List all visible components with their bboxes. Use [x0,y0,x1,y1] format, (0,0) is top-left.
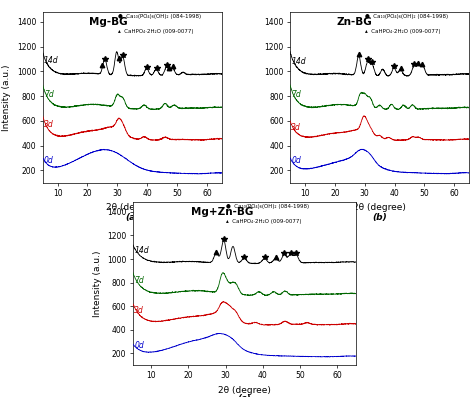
Text: ▴  CaHPO₄·2H₂O (009-0077): ▴ CaHPO₄·2H₂O (009-0077) [365,29,441,34]
Text: ●  Ca₁₀(PO₄)₆(OH)₂ (084-1998): ● Ca₁₀(PO₄)₆(OH)₂ (084-1998) [118,13,201,19]
Text: 7d: 7d [291,90,301,99]
Text: ▴  CaHPO₄·2H₂O (009-0077): ▴ CaHPO₄·2H₂O (009-0077) [226,219,302,224]
X-axis label: 2θ (degree): 2θ (degree) [218,386,271,395]
Text: (b): (b) [372,213,387,222]
Text: Mg+Zn-BG: Mg+Zn-BG [191,207,253,217]
Text: (c): (c) [237,394,251,397]
Y-axis label: Intensity (a.u.): Intensity (a.u.) [2,64,11,131]
Text: 14d: 14d [44,56,58,65]
Text: 7d: 7d [134,276,144,285]
Text: 3d: 3d [44,120,54,129]
X-axis label: 2θ (degree): 2θ (degree) [353,203,406,212]
Text: 0d: 0d [134,341,144,350]
Text: ●  Ca₁₀(PO₄)₆(OH)₂ (084-1998): ● Ca₁₀(PO₄)₆(OH)₂ (084-1998) [226,204,310,209]
Text: 3d: 3d [291,123,301,131]
Text: 0d: 0d [291,156,301,165]
Text: 14d: 14d [291,57,306,66]
Text: (a): (a) [125,213,139,222]
Text: 3d: 3d [134,306,144,315]
Text: ▴  CaHPO₄·2H₂O (009-0077): ▴ CaHPO₄·2H₂O (009-0077) [118,29,193,34]
X-axis label: 2θ (degree): 2θ (degree) [106,203,159,212]
Text: Mg-BG: Mg-BG [89,17,128,27]
Text: 0d: 0d [44,156,54,165]
Text: ●  Ca₁₀(PO₄)₆(OH)₂ (084-1998): ● Ca₁₀(PO₄)₆(OH)₂ (084-1998) [365,13,448,19]
Y-axis label: Intensity (a.u.): Intensity (a.u.) [92,251,101,317]
Text: 14d: 14d [134,246,149,255]
Text: 7d: 7d [44,90,54,99]
Text: Zn-BG: Zn-BG [337,17,373,27]
